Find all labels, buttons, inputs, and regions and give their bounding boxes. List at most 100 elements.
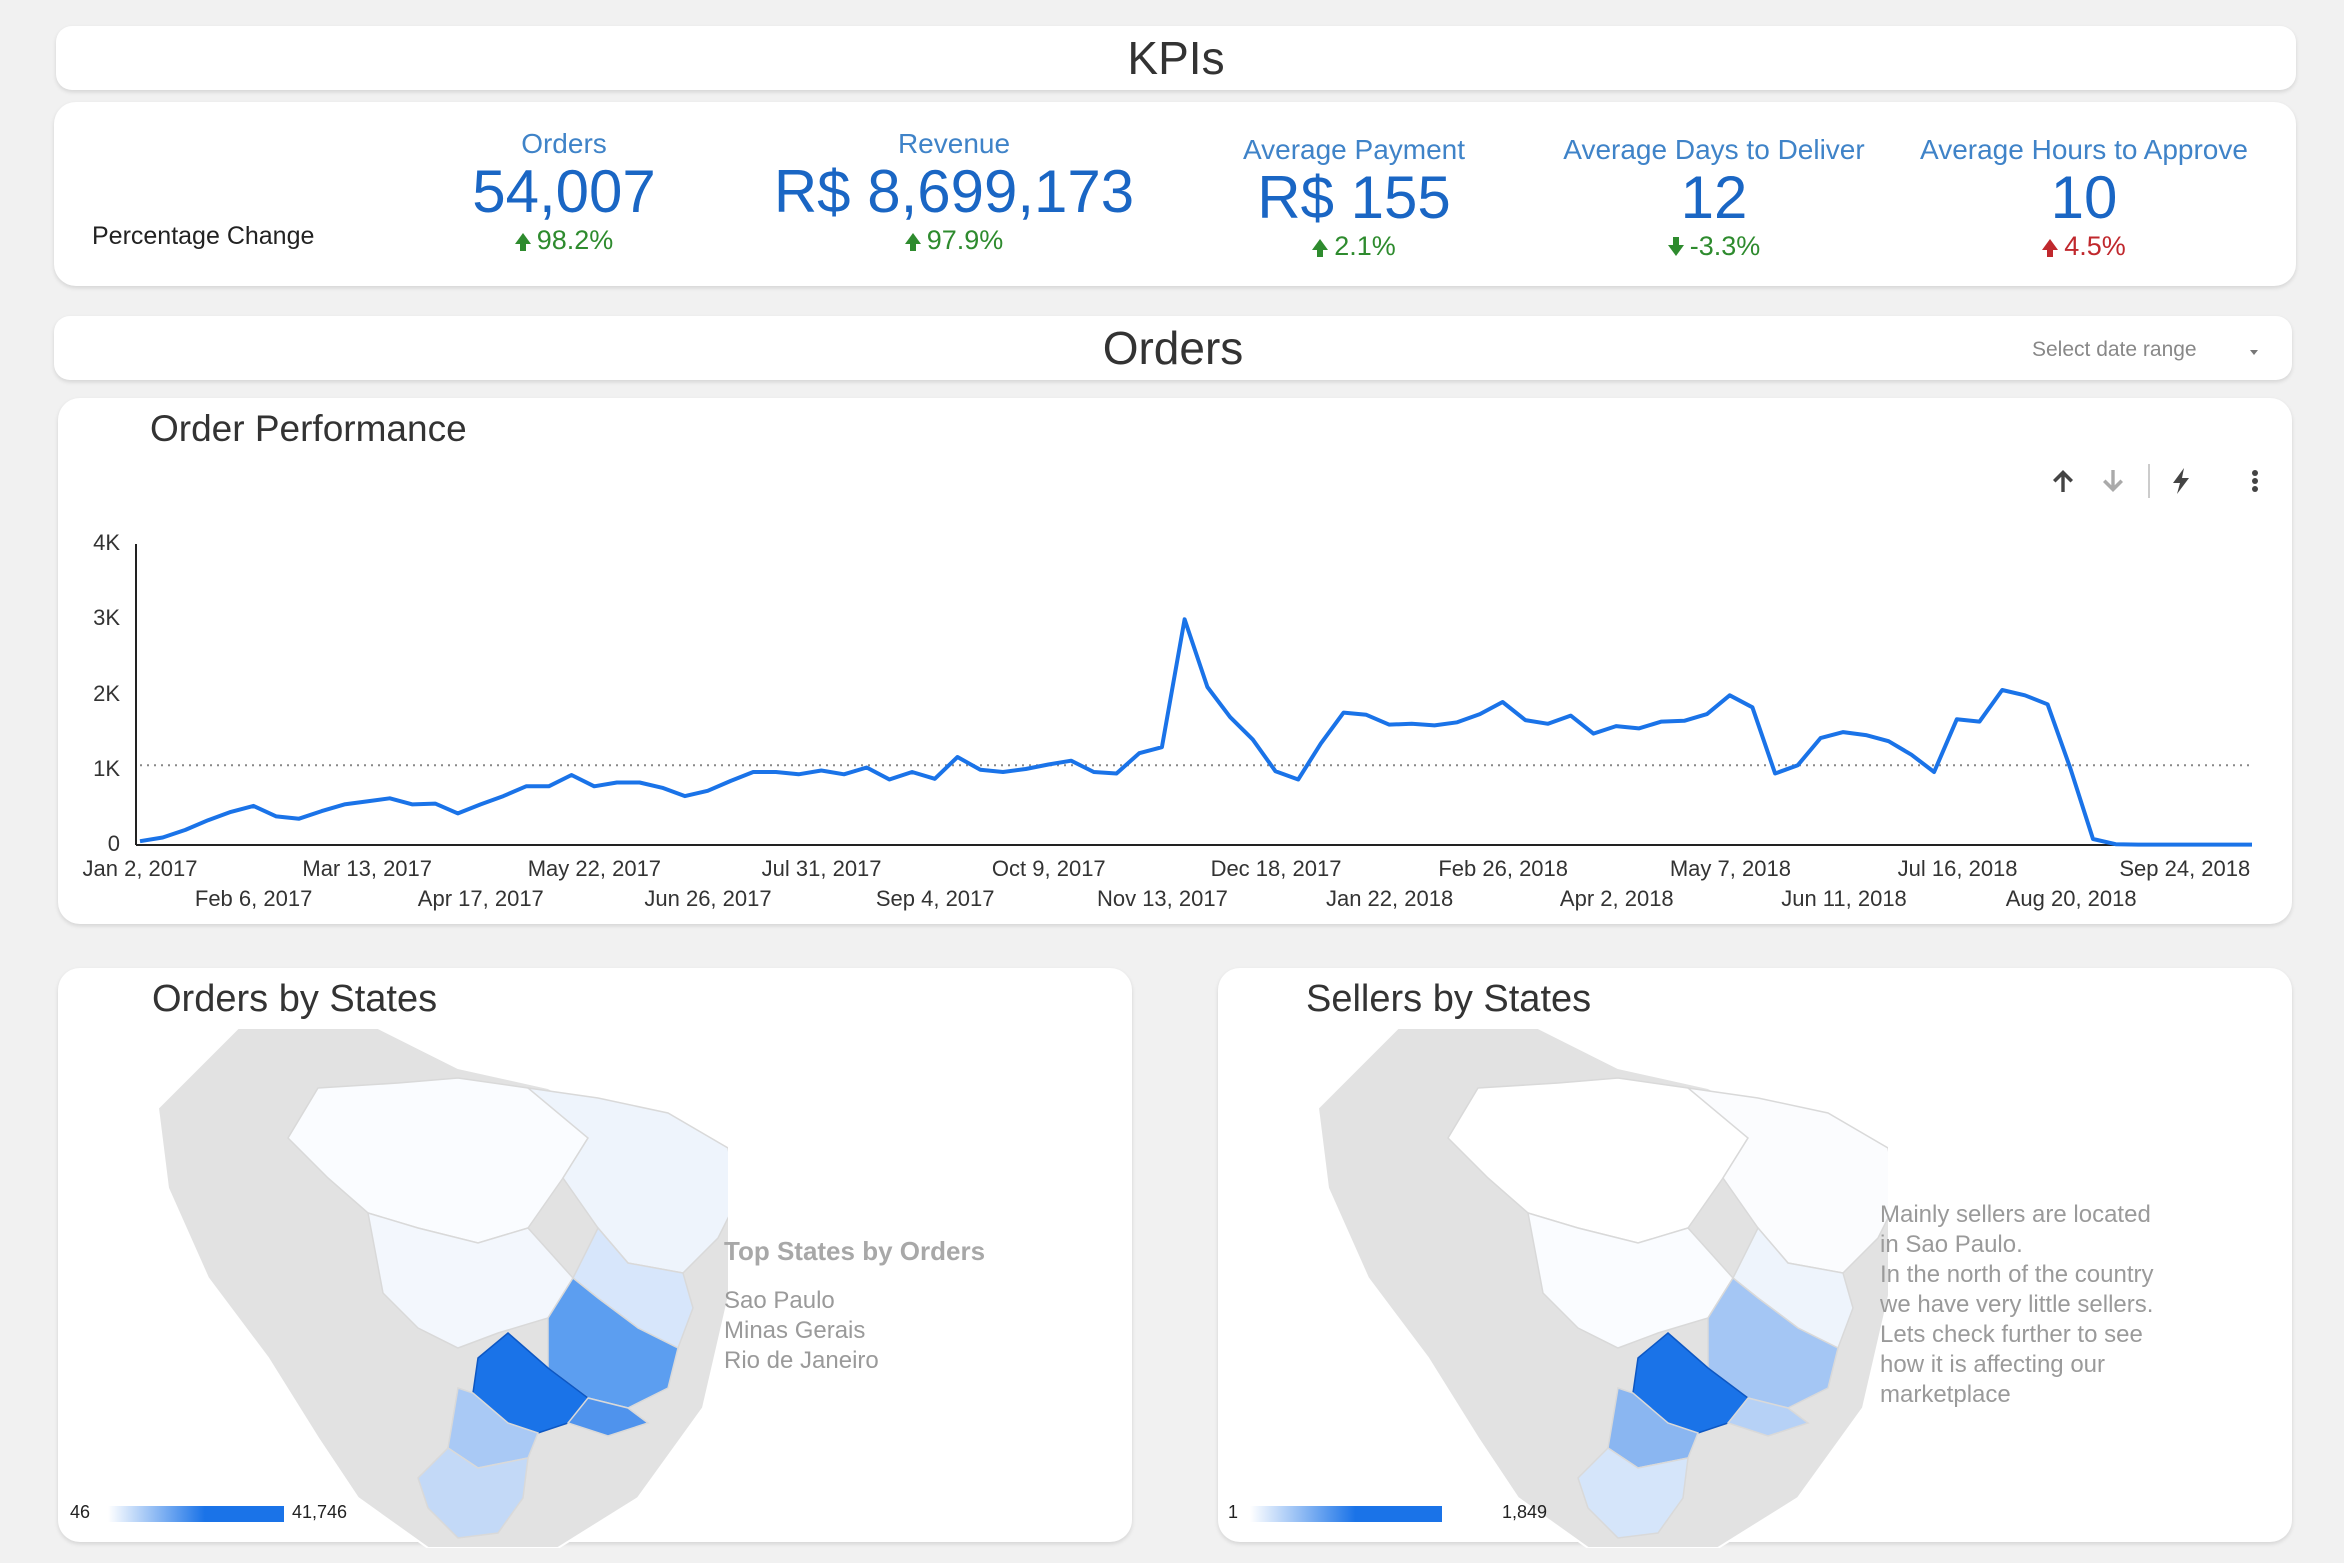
kpi-average-payment: Average Payment R$ 155 2.1% (1174, 134, 1534, 262)
x-tick-label: Aug 20, 2018 (2005, 886, 2137, 911)
kpi-average-payment-change: 2.1% (1334, 231, 1396, 261)
kpi-section-title: KPIs (1127, 32, 1225, 84)
chart-title: Order Performance (150, 408, 467, 449)
region-northeast[interactable] (525, 1086, 728, 1274)
kpi-average-hours-change: 4.5% (2064, 231, 2126, 261)
orders-section-title: Orders (1102, 322, 1244, 374)
y-tick-label: 0 (107, 831, 120, 856)
percentage-change-label: Percentage Change (92, 222, 315, 250)
orders-legend-gradient (108, 1506, 284, 1522)
kpi-revenue: Revenue R$ 8,699,173 97.9% (744, 128, 1164, 256)
kpi-revenue-label: Revenue (897, 128, 1011, 159)
region-north[interactable] (1447, 1077, 1749, 1244)
x-tick-label: Feb 26, 2018 (1438, 856, 1569, 881)
kpi-average-days-label: Average Days to Deliver (1563, 134, 1865, 165)
orders-map[interactable] (128, 1028, 728, 1548)
orders-legend-min: 46 (70, 1502, 91, 1522)
arrow-down-icon (2103, 470, 2123, 492)
x-tick-label: Mar 13, 2017 (302, 856, 433, 881)
kpi-revenue-value: R$ 8,699,173 (773, 158, 1135, 225)
top-states-list: Sao Paulo Minas Gerais Rio de Janeiro (724, 1286, 879, 1376)
sellers-legend-min: 1 (1228, 1502, 1239, 1522)
sort-descending-button[interactable] (2096, 464, 2130, 498)
x-tick-label: Apr 17, 2017 (417, 886, 544, 911)
date-range-selector[interactable]: Select date range (2032, 336, 2262, 366)
top-state-item: Rio de Janeiro (724, 1347, 879, 1374)
note-line: Mainly sellers are located (1880, 1201, 2151, 1228)
x-tick-label: Jun 11, 2018 (1781, 886, 1907, 911)
sort-ascending-button[interactable] (2046, 464, 2080, 498)
x-tick-label: Nov 13, 2017 (1096, 886, 1228, 911)
sellers-by-states-card: Sellers by States Mainly sellers are loc… (1218, 968, 2292, 1548)
x-tick-label: Sep 24, 2018 (2119, 856, 2251, 881)
x-tick-label: Sep 4, 2017 (875, 886, 995, 911)
note-line: marketplace (1880, 1381, 2011, 1408)
note-line: Lets check further to see (1880, 1321, 2143, 1348)
kpi-average-days-to-deliver: Average Days to Deliver 12 -3.3% (1514, 134, 1914, 262)
kpi-orders: Orders 54,007 98.2% (399, 128, 729, 256)
note-line: we have very little sellers. (1880, 1291, 2154, 1318)
kpi-orders-label: Orders (521, 128, 607, 159)
kpi-orders-change: 98.2% (536, 225, 614, 255)
x-tick-label: Oct 9, 2017 (991, 856, 1106, 881)
x-tick-label: Feb 6, 2017 (194, 886, 313, 911)
kpi-average-days-change: -3.3% (1689, 231, 1761, 261)
orders-map-title: Orders by States (152, 978, 438, 1020)
region-south[interactable] (1577, 1447, 1689, 1539)
arrow-up-icon (904, 233, 921, 252)
arrow-up-icon (1312, 239, 1329, 258)
x-tick-label: Jul 16, 2018 (1897, 856, 2018, 881)
note-line: In the north of the country (1880, 1261, 2154, 1288)
kpi-banner: KPIs (56, 26, 2296, 90)
x-tick-label: Dec 18, 2017 (1210, 856, 1342, 881)
sellers-map[interactable] (1288, 1028, 1888, 1548)
x-tick-label: Apr 2, 2018 (1559, 886, 1674, 911)
insights-button[interactable] (2164, 464, 2198, 498)
more-vert-icon (2252, 470, 2258, 492)
orders-legend-max: 41,746 (292, 1502, 348, 1522)
x-tick-label: Jun 26, 2017 (644, 886, 772, 911)
order-performance-line-chart (135, 544, 2252, 847)
arrow-up-icon (514, 233, 531, 252)
x-tick-label: Jul 31, 2017 (761, 856, 882, 881)
y-tick-label: 1K (93, 755, 120, 781)
kpi-average-payment-value: R$ 155 (1257, 164, 1451, 231)
bolt-icon (2173, 468, 2189, 494)
y-tick-label: 2K (93, 680, 120, 706)
kpi-average-payment-label: Average Payment (1242, 134, 1466, 165)
y-tick-label: 4K (93, 530, 120, 555)
orders-map-heading: Top States by Orders (724, 1236, 986, 1266)
orders-banner: Orders Select date range (54, 316, 2292, 380)
x-tick-label: Jan 22, 2018 (1325, 886, 1454, 911)
y-tick-label: 3K (93, 605, 120, 631)
state-rio-de-janeiro[interactable] (1726, 1397, 1810, 1437)
kpi-card: Percentage Change Orders 54,007 98.2% Re… (54, 102, 2296, 286)
region-south[interactable] (417, 1447, 529, 1539)
region-north[interactable] (287, 1077, 589, 1244)
kpi-average-hours-to-approve: Average Hours to Approve 10 4.5% (1884, 134, 2284, 262)
arrow-down-icon (1667, 237, 1684, 257)
more-options-button[interactable] (2238, 464, 2272, 498)
date-range-placeholder: Select date range (2032, 338, 2197, 361)
kpi-average-days-value: 12 (1680, 164, 1748, 231)
note-line: in Sao Paulo. (1880, 1231, 2023, 1258)
region-northeast[interactable] (1685, 1086, 1888, 1274)
kpi-revenue-change: 97.9% (926, 225, 1004, 255)
arrow-up-icon (2042, 239, 2059, 258)
note-line: how it is affecting our (1880, 1351, 2106, 1378)
x-tick-label: May 22, 2017 (527, 856, 662, 881)
toolbar-divider (2148, 464, 2150, 498)
arrow-up-icon (2053, 470, 2073, 492)
state-rio-de-janeiro[interactable] (566, 1397, 650, 1437)
top-state-item: Sao Paulo (724, 1287, 835, 1314)
sellers-legend-max: 1,849 (1502, 1502, 1548, 1522)
orders-series-line[interactable] (139, 617, 2252, 847)
x-tick-label: Jan 2, 2017 (82, 856, 198, 881)
sellers-map-title: Sellers by States (1306, 978, 1592, 1020)
dropdown-caret-icon (2250, 350, 2258, 355)
sellers-note: Mainly sellers are located in Sao Paulo.… (1880, 1200, 2180, 1410)
kpi-average-hours-label: Average Hours to Approve (1920, 134, 2248, 165)
kpi-orders-value: 54,007 (472, 158, 656, 225)
orders-by-states-card: Orders by States Top States by Orders Sa… (58, 968, 1132, 1548)
kpi-average-hours-value: 10 (2050, 164, 2118, 231)
